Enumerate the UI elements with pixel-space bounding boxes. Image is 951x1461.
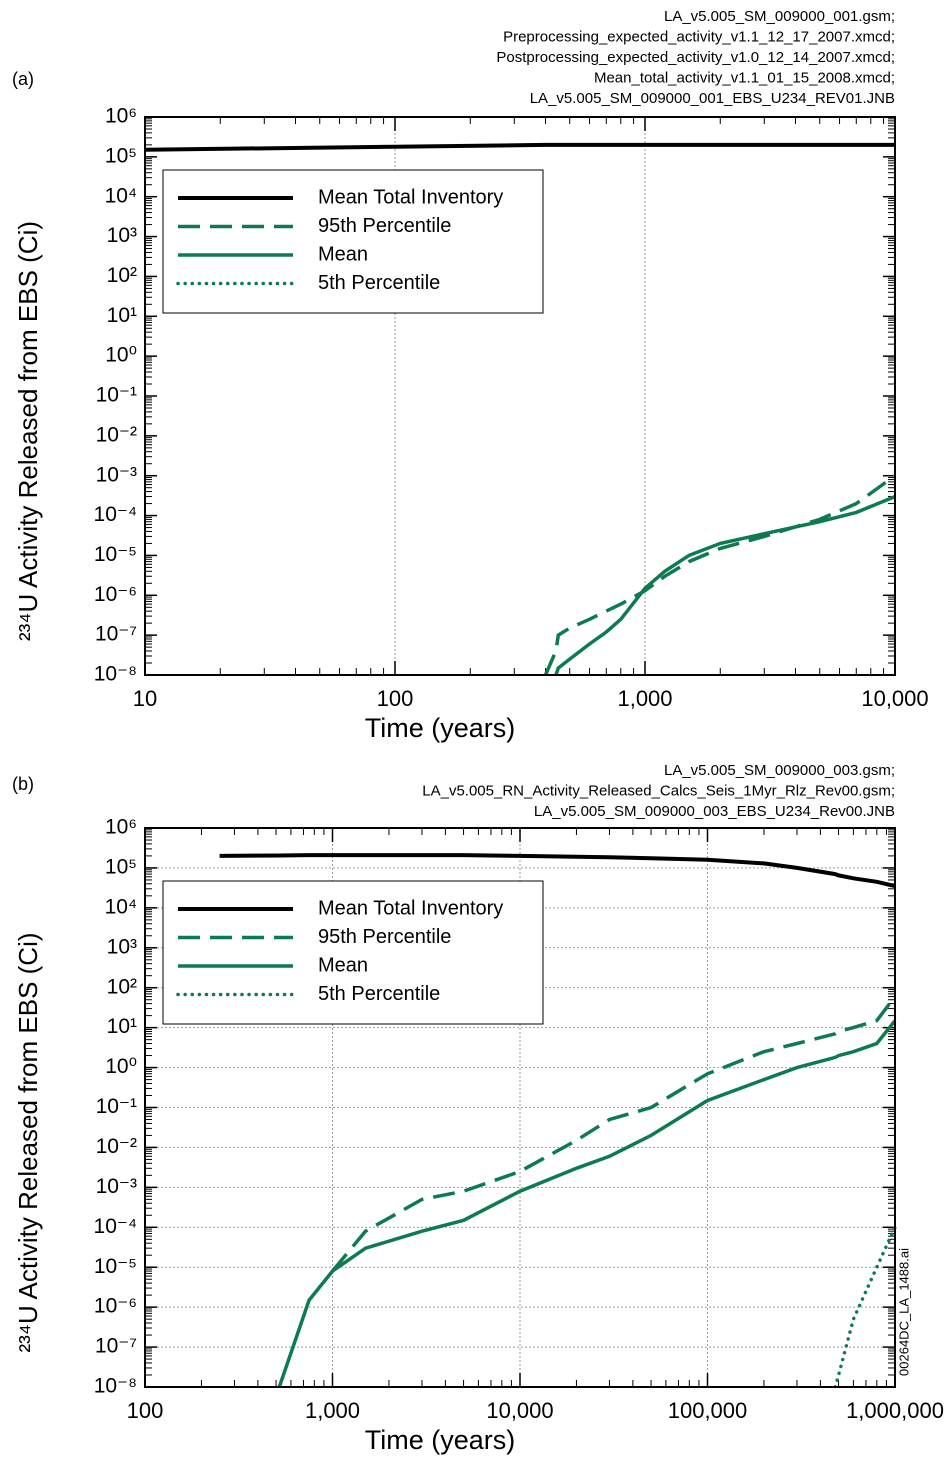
x-axis-label: Time (years) [365,713,516,743]
y-tick-label: 10⁻³ [96,463,137,486]
source-file: LA_v5.005_SM_009000_001_EBS_U234_REV01.J… [530,90,895,107]
panel-label: (b) [12,774,34,794]
y-tick-label: 10⁻⁴ [94,503,137,526]
source-file: LA_v5.005_SM_009000_003_EBS_U234_Rev00.J… [534,803,895,820]
x-tick-label: 100 [377,686,414,711]
y-tick-label: 10⁻⁶ [94,583,137,606]
y-tick-label: 10² [107,264,137,287]
y-tick-label: 10⁴ [105,184,137,207]
y-tick-label: 10⁻¹ [96,1095,137,1118]
series-line [331,995,897,1273]
series-line [145,142,895,152]
plot-frame [144,827,896,1388]
y-tick-label: 10⁻⁷ [95,1335,137,1358]
x-axis-label: Time (years) [365,1425,516,1455]
y-tick-label: 10⁵ [105,144,137,167]
plot-frame [144,116,896,676]
legend-label: Mean [318,954,368,976]
source-file: LA_v5.005_SM_009000_003.gsm; [664,762,895,779]
y-tick-label: 10² [107,975,137,998]
y-tick-label: 10⁻⁴ [94,1215,137,1238]
legend-label: 95th Percentile [318,926,451,948]
x-tick-label: 100 [127,1398,164,1423]
legend-label: 95th Percentile [318,215,451,237]
legend-box [162,880,544,1025]
y-tick-label: 10¹ [107,1015,137,1038]
y-tick-label: 10⁻⁸ [94,663,137,686]
series-line [543,474,897,675]
y-tick-label: 10⁰ [105,1055,137,1078]
y-axis-label: ²³⁴U Activity Released from EBS (Ci) [13,932,43,1352]
y-tick-label: 10⁻² [96,423,137,446]
y-tick-label: 10³ [107,935,137,958]
legend-label: 5th Percentile [318,272,440,294]
source-file: Postprocessing_expected_activity_v1.0_12… [496,49,895,66]
y-tick-label: 10⁻⁷ [95,623,137,646]
x-tick-label: 10 [133,686,157,711]
y-tick-label: 10⁻¹ [96,384,137,407]
x-tick-label: 1,000 [305,1398,360,1423]
series-line [554,494,896,675]
y-tick-label: 10³ [107,224,137,247]
side-note: 00264DC_LA_1488.ai [896,1248,911,1376]
panel-label: (a) [12,69,34,89]
legend-box [162,169,544,314]
legend-label: Mean Total Inventory [318,897,503,919]
source-file: Preprocessing_expected_activity_v1.1_12_… [503,28,895,45]
source-file: Mean_total_activity_v1.1_01_15_2008.xmcd… [594,69,895,86]
y-tick-label: 10⁻⁵ [94,1255,137,1278]
series-line [277,1019,897,1387]
source-file: LA_v5.005_RN_Activity_Released_Calcs_Sei… [422,782,895,799]
x-tick-label: 100,000 [668,1398,748,1423]
legend-label: Mean Total Inventory [318,186,503,208]
y-tick-label: 10⁴ [105,895,137,918]
y-tick-label: 10⁻² [96,1135,137,1158]
y-tick-label: 10⁻³ [96,1175,137,1198]
series-line [219,853,896,889]
x-tick-label: 1,000 [617,686,672,711]
legend-label: Mean [318,243,368,265]
y-tick-label: 10⁻⁵ [94,543,137,566]
y-tick-label: 10⁶ [105,105,137,128]
series-line [833,1225,897,1387]
y-tick-label: 10¹ [107,304,137,327]
y-tick-label: 10⁰ [105,344,137,367]
y-tick-label: 10⁻⁶ [94,1295,137,1318]
x-tick-label: 1,000,000 [846,1398,944,1423]
x-tick-label: 10,000 [861,686,928,711]
legend-label: 5th Percentile [318,983,440,1005]
y-tick-label: 10⁵ [105,855,137,878]
y-tick-label: 10⁶ [105,816,137,839]
x-tick-label: 10,000 [486,1398,553,1423]
y-tick-label: 10⁻⁸ [94,1375,137,1398]
y-axis-label: ²³⁴U Activity Released from EBS (Ci) [13,221,43,641]
source-file: LA_v5.005_SM_009000_001.gsm; [664,8,895,25]
